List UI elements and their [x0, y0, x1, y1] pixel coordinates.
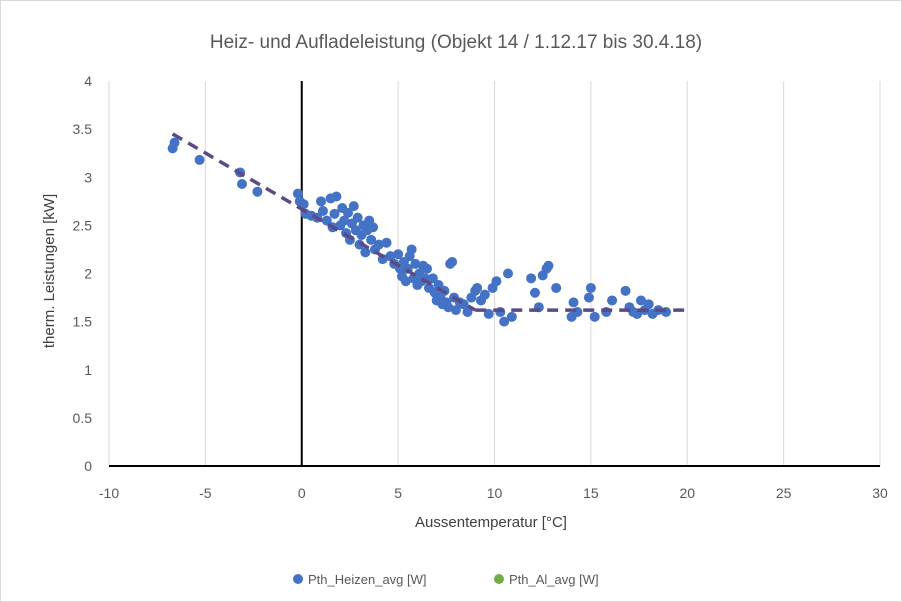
- y-axis-label: therm. Leistungen [kW]: [41, 194, 58, 348]
- point-s0-14: [321, 215, 332, 226]
- point-s0-107: [635, 295, 646, 306]
- point-s0-94: [551, 282, 562, 293]
- legend-marker-al: [494, 574, 504, 584]
- trend-lines: [171, 132, 688, 312]
- point-s0-52: [410, 258, 421, 269]
- point-s0-17: [329, 208, 340, 219]
- x-tick-label-2: 0: [298, 485, 306, 501]
- point-s0-1: [169, 137, 180, 148]
- y-tick-label-0: 0: [84, 458, 92, 474]
- point-s0-21: [339, 215, 350, 226]
- point-s0-89: [529, 287, 540, 298]
- y-tick-label-8: 4: [84, 73, 92, 89]
- x-tick-label-1: -5: [199, 485, 212, 501]
- point-s0-38: [373, 239, 384, 250]
- x-tick-label-4: 10: [487, 485, 503, 501]
- point-s0-70: [447, 256, 458, 267]
- point-s0-4: [236, 178, 247, 189]
- point-s0-12: [316, 196, 327, 207]
- y-tick-label-7: 3.5: [73, 121, 93, 137]
- y-tick-label-4: 2: [84, 266, 92, 282]
- point-s0-50: [406, 244, 417, 255]
- y-tick-label-6: 3: [84, 169, 92, 185]
- point-s0-87: [506, 311, 517, 322]
- x-tick-label-3: 5: [394, 485, 402, 501]
- y-tick-labels: 0 0.5 1 1.5 2 2.5 3 3.5 4: [73, 73, 93, 474]
- point-s0-18: [331, 191, 342, 202]
- point-s0-28: [352, 212, 363, 223]
- x-tick-label-5: 15: [583, 485, 599, 501]
- axes: [109, 81, 880, 467]
- point-s0-6: [292, 188, 303, 199]
- x-tick-labels: -10 -5 0 5 10 15 20 25 30: [99, 485, 888, 501]
- point-s0-8: [298, 199, 309, 210]
- point-s0-85: [499, 316, 510, 327]
- chart-title: Heiz- und Aufladeleistung (Objekt 14 / 1…: [210, 32, 702, 53]
- point-s0-2: [194, 154, 205, 165]
- point-s0-40: [381, 237, 392, 248]
- point-s0-75: [462, 307, 473, 317]
- x-tick-label-6: 20: [679, 485, 695, 501]
- point-s0-23: [343, 207, 354, 218]
- point-s0-109: [643, 299, 654, 310]
- x-tick-label-8: 30: [872, 485, 888, 501]
- point-s0-78: [472, 282, 483, 293]
- point-s0-36: [368, 222, 379, 233]
- point-s0-98: [583, 292, 594, 303]
- legend-label-heizen: Pth_Heizen_avg [W]: [308, 572, 427, 587]
- point-s0-58: [422, 263, 433, 274]
- point-s0-83: [491, 276, 502, 287]
- point-s0-72: [450, 305, 461, 316]
- point-s0-43: [393, 249, 404, 260]
- y-tick-label-5: 2.5: [73, 217, 93, 233]
- point-s0-80: [479, 289, 490, 300]
- point-s0-41: [385, 251, 396, 262]
- point-s0-47: [400, 276, 411, 287]
- point-s0-100: [589, 311, 600, 322]
- x-axis-label: Aussentemperatur [°C]: [415, 514, 567, 531]
- point-s0-35: [366, 234, 377, 245]
- y-tick-label-3: 1.5: [73, 314, 93, 330]
- trend-line-0: [171, 132, 477, 312]
- x-tick-label-0: -10: [99, 485, 119, 501]
- point-s0-103: [620, 285, 631, 296]
- point-s0-93: [543, 260, 554, 271]
- point-s0-32: [360, 247, 371, 258]
- y-tick-label-2: 1: [84, 362, 92, 378]
- legend-label-al: Pth_Al_avg [W]: [509, 572, 599, 587]
- point-s0-68: [443, 302, 454, 313]
- point-s0-26: [348, 201, 359, 212]
- scatter-points: [167, 137, 672, 327]
- point-s0-86: [502, 268, 513, 279]
- y-tick-label-1: 0.5: [73, 410, 93, 426]
- point-s0-99: [585, 282, 596, 293]
- point-s0-88: [526, 273, 537, 284]
- point-s0-96: [568, 297, 579, 308]
- x-tick-label-7: 25: [776, 485, 792, 501]
- point-s0-102: [607, 295, 618, 306]
- point-s0-13: [317, 205, 328, 216]
- point-s0-5: [252, 186, 263, 197]
- legend: Pth_Heizen_avg [W] Pth_Al_avg [W]: [293, 572, 599, 587]
- legend-marker-heizen: [293, 574, 303, 584]
- point-s0-60: [427, 273, 438, 284]
- gridlines: [108, 81, 881, 466]
